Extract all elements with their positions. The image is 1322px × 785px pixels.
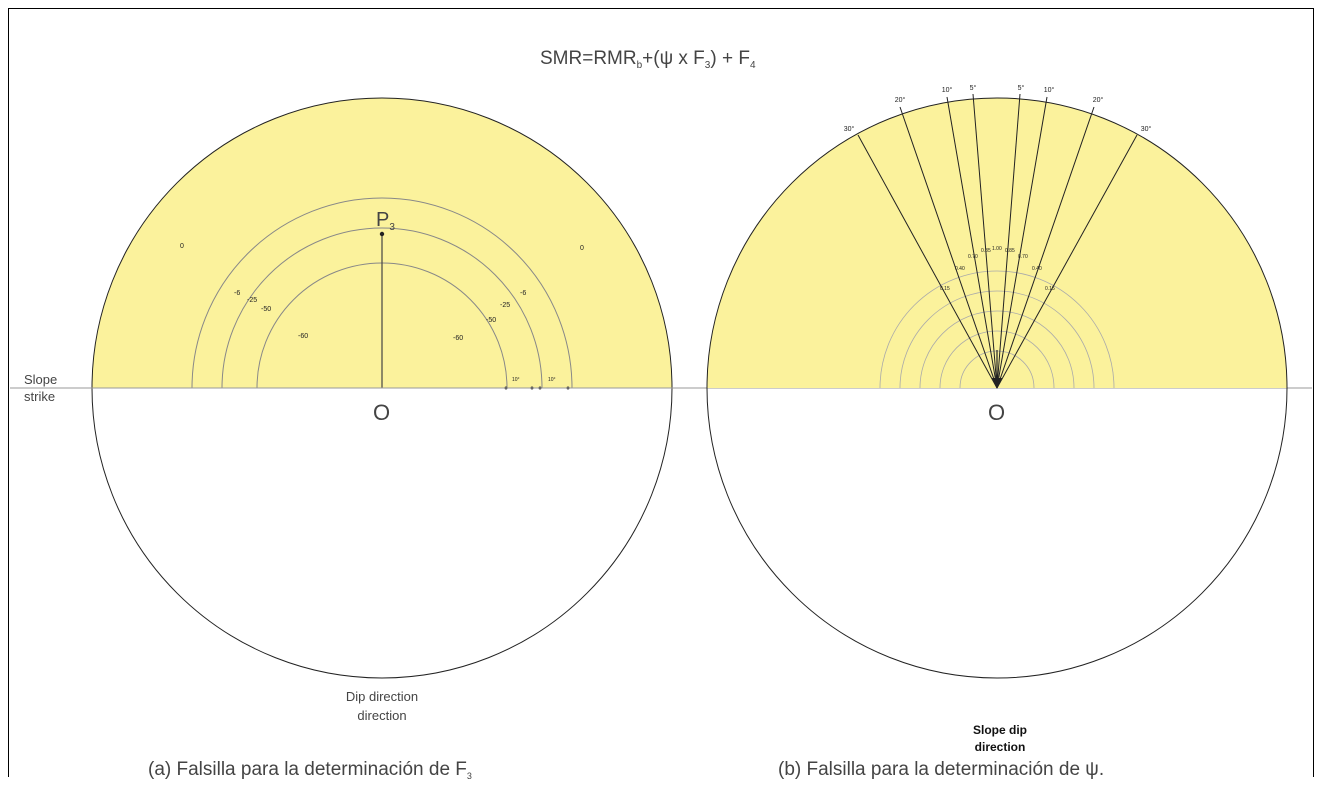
tick-label-1: 10° bbox=[548, 377, 556, 383]
left-arc-1 bbox=[191, 197, 573, 389]
right-caption: (b) Falsilla para la determinación de ψ. bbox=[778, 759, 1104, 780]
angle-left-20: 20° bbox=[895, 96, 906, 104]
inner-value-5: 0.85 bbox=[1005, 248, 1015, 254]
inner-values: 0.15 0.40 0.70 0.85 1.00 0.85 0.70 0.40 … bbox=[940, 246, 1055, 292]
figure-frame bbox=[8, 8, 1314, 777]
arc-label-right-2: -50 bbox=[486, 317, 496, 324]
arc-label-right-1: -6 bbox=[520, 290, 526, 297]
inner-value-4: 1.00 bbox=[992, 246, 1002, 252]
angle-right-30: 30° bbox=[1141, 125, 1152, 133]
angle-left-10: 10° bbox=[942, 86, 953, 94]
left-center-label: O bbox=[373, 400, 390, 425]
left-stereonet: P3 -6 -25 -50 -60 -25 -6 -50 -60 0 0 10°… bbox=[91, 97, 673, 679]
left-caption: (a) Falsilla para la determinación de F3 bbox=[148, 759, 472, 781]
left-dip-label-line1: Dip direction bbox=[346, 689, 418, 704]
radial-fan bbox=[857, 93, 1138, 389]
right-dip-label-line1: Slope dip bbox=[973, 723, 1027, 737]
angle-right-10: 10° bbox=[1044, 86, 1055, 94]
inner-value-0: 0.15 bbox=[940, 286, 950, 292]
arc-label-left-0: -6 bbox=[234, 290, 240, 297]
angle-left-5: 5° bbox=[970, 84, 977, 92]
strike-label-line1: Slope bbox=[24, 372, 57, 387]
right-stereonet: 30° 20° 10° 5° 5° 10° 20° 30° 0.15 0.40 … bbox=[706, 84, 1288, 679]
arc-label-left-2: -50 bbox=[261, 306, 271, 313]
formula-title: SMR=RMRb+(ψ x F3) + F4 bbox=[540, 48, 756, 71]
angle-left-30: 30° bbox=[844, 125, 855, 133]
tick-label-0: 10° bbox=[512, 377, 520, 383]
corner-mark-right: 0 bbox=[580, 245, 584, 252]
inner-value-8: 0.15 bbox=[1045, 286, 1055, 292]
pole-label: P3 bbox=[376, 209, 395, 233]
angle-right-5: 5° bbox=[1018, 84, 1025, 92]
angle-right-20: 20° bbox=[1093, 96, 1104, 104]
inner-value-1: 0.40 bbox=[955, 266, 965, 272]
right-upper-fill bbox=[707, 98, 1287, 388]
right-primitive-circle bbox=[706, 97, 1288, 679]
arc-label-left-1: -25 bbox=[247, 297, 257, 304]
arc-label-right-3: -60 bbox=[453, 335, 463, 342]
dip-arrow-head bbox=[992, 378, 1002, 389]
arc-label-right-0: -25 bbox=[500, 302, 510, 309]
left-dip-label-line2: direction bbox=[357, 708, 406, 723]
right-center-label: O bbox=[988, 400, 1005, 425]
pole-point bbox=[379, 231, 385, 237]
arc-label-left-3: -60 bbox=[298, 333, 308, 340]
left-arc-2 bbox=[221, 227, 543, 389]
inner-value-7: 0.40 bbox=[1032, 266, 1042, 272]
inner-value-2: 0.70 bbox=[968, 254, 978, 260]
right-dip-label-line2: direction bbox=[975, 740, 1026, 754]
corner-mark-left: 0 bbox=[180, 243, 184, 250]
inner-value-3: 0.85 bbox=[981, 248, 991, 254]
strike-label-line2: strike bbox=[24, 389, 55, 404]
inner-value-6: 0.70 bbox=[1018, 254, 1028, 260]
